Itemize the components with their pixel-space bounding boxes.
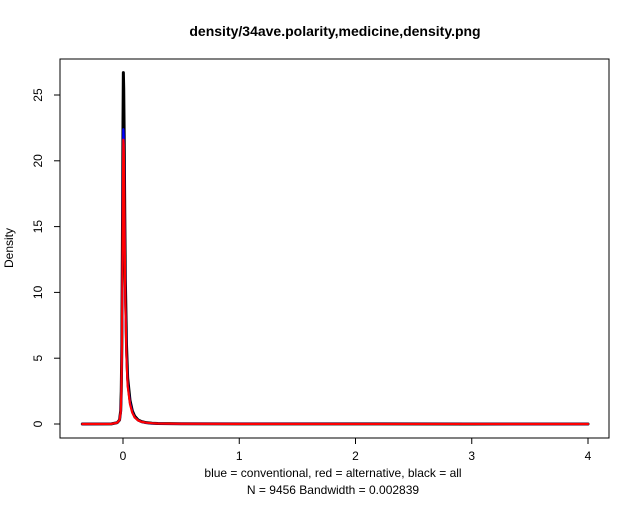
x-tick-label: 4 (585, 449, 592, 463)
y-tick-label: 10 (31, 285, 45, 299)
plot-frame (59, 58, 610, 439)
y-tick-label: 15 (31, 220, 45, 234)
density-line-all (80, 71, 590, 426)
y-axis: 0 5 10 15 20 25 (31, 88, 61, 427)
x-tick-label: 0 (120, 449, 127, 463)
y-axis-label: Density (2, 228, 16, 268)
chart-title: density/34ave.polarity,medicine,density.… (189, 23, 480, 39)
x-tick-label: 2 (352, 449, 359, 463)
density-line-conventional (81, 128, 590, 426)
y-tick-label: 0 (31, 420, 45, 427)
series-layer (80, 71, 590, 426)
x-tick-label: 3 (468, 449, 475, 463)
x-tick-label: 1 (236, 449, 243, 463)
x-axis-label-line1: blue = conventional, red = alternative, … (204, 466, 461, 480)
x-axis: 0 1 2 3 4 (120, 437, 592, 463)
y-tick-label: 5 (31, 355, 45, 362)
x-axis-label-line2: N = 9456 Bandwidth = 0.002839 (247, 483, 419, 497)
y-tick-label: 25 (31, 88, 45, 102)
y-tick-label: 20 (31, 154, 45, 168)
density-line-alternative (81, 138, 590, 426)
